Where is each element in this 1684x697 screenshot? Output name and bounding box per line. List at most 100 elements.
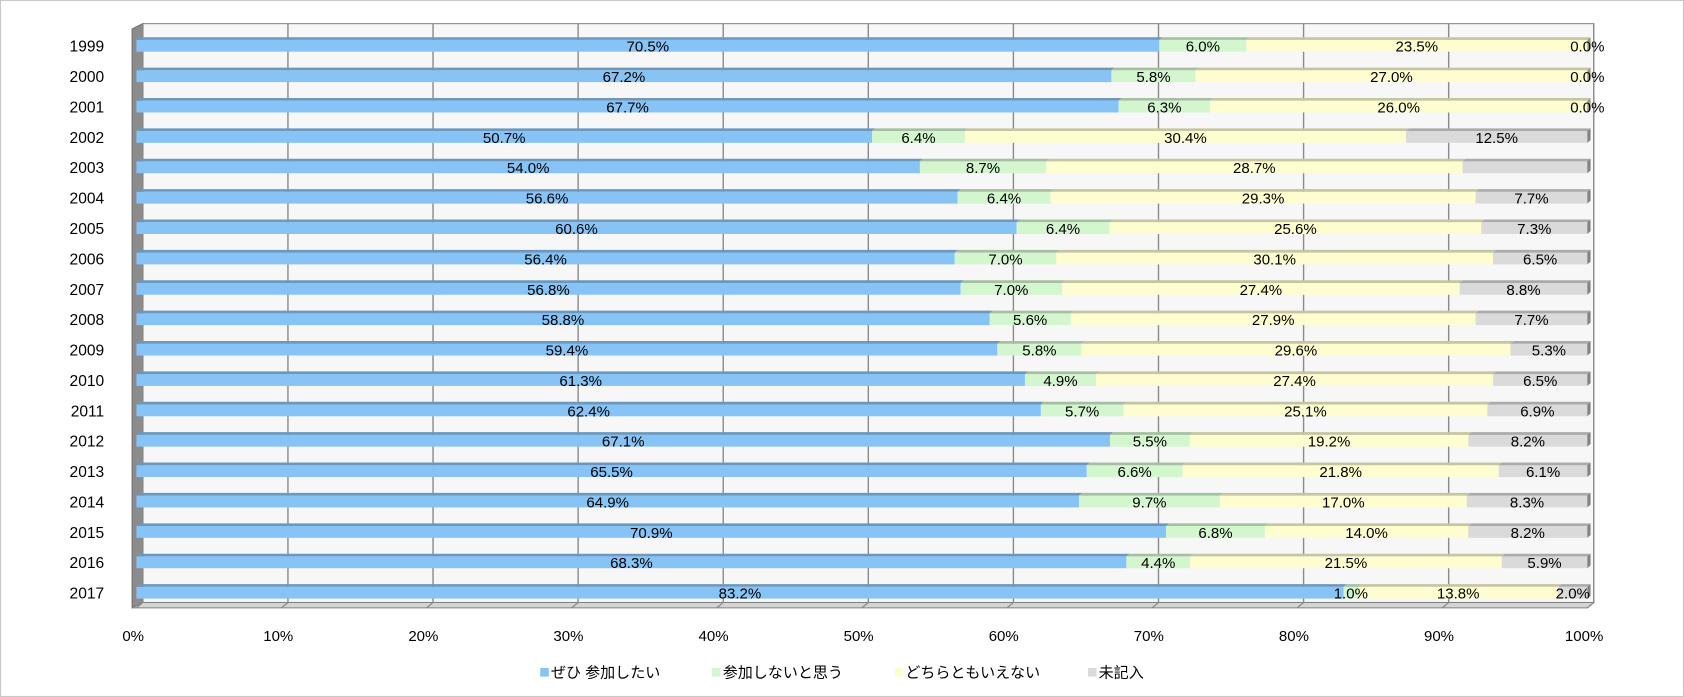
data-label-2013-0: 65.5% [590, 464, 633, 481]
bar-top-2009-1 [997, 341, 1085, 344]
bar-end-2004 [1587, 189, 1591, 204]
legend-label: ぜひ 参加したい [551, 665, 660, 682]
bar-segment-2009-2 [1081, 343, 1511, 356]
bar-top-2011-3 [1487, 401, 1591, 405]
bar-top-2003-3 [1462, 158, 1591, 162]
data-label-2003-2: 28.7% [1233, 160, 1276, 177]
data-label-2008-1: 5.6% [1013, 312, 1047, 329]
floor-gridline [861, 602, 869, 609]
data-label-2016-0: 68.3% [610, 555, 653, 572]
data-label-2003-0: 54.0% [507, 160, 550, 177]
bar-segment-2014-3 [1466, 495, 1588, 508]
bar-segment-2009-0 [136, 343, 998, 356]
legend-label: どちらともいえない [905, 665, 1040, 682]
x-tick-label-5: 50% [844, 628, 874, 645]
data-label-2004-1: 6.4% [987, 191, 1021, 208]
data-label-2006-2: 30.1% [1253, 251, 1296, 268]
category-label-2012: 2012 [70, 434, 105, 451]
bar-top-2004-3 [1475, 189, 1591, 192]
x-tick-label-1: 10% [263, 628, 293, 645]
bar-end-2013 [1587, 462, 1591, 478]
bar-end-2008 [1587, 310, 1591, 326]
floor-gridline [136, 602, 144, 609]
bar-top-2011-2 [1123, 401, 1491, 405]
floor-gridline [1296, 602, 1304, 609]
category-label-2016: 2016 [70, 555, 105, 572]
data-label-2001-2: 26.0% [1377, 99, 1420, 116]
bar-segment-2016-0 [136, 556, 1127, 569]
data-label-2011-1: 5.7% [1065, 403, 1099, 420]
bar-top-2005-0 [136, 219, 1020, 223]
bar-top-2010-0 [136, 371, 1029, 375]
bar-top-2017-1 [1343, 584, 1362, 587]
bar-segment-2000-0 [136, 70, 1112, 83]
bar-end-2009 [1587, 341, 1591, 356]
data-labels: 70.5% 6.0% 23.5% 0.0% 67.2% 5.8% 27.0% 0.0% 67.7… [483, 39, 1605, 603]
data-label-2016-2: 21.5% [1325, 555, 1368, 572]
bar-segment-2016-1 [1126, 556, 1191, 569]
bar-top-2016-0 [136, 553, 1130, 557]
bar-top-2013-0 [136, 462, 1090, 466]
data-label-1999-0: 70.5% [627, 39, 670, 56]
x-tick-label-4: 40% [699, 628, 729, 645]
x-tick-label-10: 100% [1565, 628, 1603, 645]
bar-segment-2016-2 [1190, 556, 1502, 569]
data-label-2000-3: 0.0% [1570, 69, 1604, 86]
bar-segment-2010-0 [136, 374, 1025, 386]
data-label-2013-1: 6.6% [1118, 464, 1152, 481]
data-label-2001-0: 67.7% [606, 99, 649, 116]
bar-segment-2007-0 [136, 282, 961, 295]
bar-top-2011-1 [1040, 401, 1127, 405]
bar-top-1999-1 [1159, 37, 1250, 40]
bar-top-2009-0 [136, 341, 1001, 344]
data-label-2012-0: 67.1% [602, 434, 645, 451]
data-label-2003-1: 8.7% [966, 160, 1000, 177]
bar-top-2002-2 [964, 128, 1410, 132]
data-label-2007-0: 56.8% [527, 282, 570, 299]
data-label-2009-0: 59.4% [546, 343, 589, 360]
bar-segment-2014-1 [1078, 495, 1220, 508]
category-label-2013: 2013 [70, 464, 105, 481]
data-label-2015-2: 14.0% [1345, 525, 1388, 542]
bar-segment-2013-0 [136, 465, 1087, 478]
bar-segment-2004-0 [136, 191, 958, 204]
bar-segment-2012-3 [1468, 434, 1588, 447]
data-label-2006-0: 56.4% [524, 251, 567, 268]
bar-segment-2015-1 [1166, 526, 1265, 538]
data-label-2002-2: 30.4% [1164, 130, 1207, 147]
bar-segment-2017-1 [1343, 586, 1359, 599]
bar-segment-2008-1 [989, 313, 1071, 326]
bar-top-2000-1 [1111, 67, 1199, 71]
bar-segment-2005-2 [1109, 222, 1482, 234]
data-label-2012-2: 19.2% [1308, 434, 1351, 451]
bar-top-2006-3 [1493, 249, 1591, 253]
data-label-2011-0: 62.4% [567, 403, 610, 420]
bar-end-2016 [1587, 553, 1591, 569]
data-label-2002-0: 50.7% [483, 130, 526, 147]
data-label-2005-3: 7.3% [1517, 221, 1551, 238]
data-label-2006-3: 6.5% [1523, 251, 1557, 268]
x-tick-label-0: 0% [122, 628, 144, 645]
bar-segment-2001-2 [1210, 100, 1588, 113]
data-label-2015-0: 70.9% [630, 525, 673, 542]
bar-top-2013-3 [1498, 462, 1591, 466]
bar-segment-2016-3 [1501, 556, 1588, 569]
bar-top-2003-2 [1046, 158, 1466, 162]
data-label-2004-0: 56.6% [526, 191, 569, 208]
data-label-2014-0: 64.9% [586, 494, 629, 511]
data-label-2013-3: 6.1% [1526, 464, 1560, 481]
data-label-2000-0: 67.2% [603, 69, 646, 86]
data-label-2008-3: 7.7% [1514, 312, 1548, 329]
bar-top-2005-1 [1016, 219, 1113, 223]
floor-gridline [426, 602, 434, 609]
data-label-2007-3: 8.8% [1506, 282, 1540, 299]
data-label-2010-0: 61.3% [559, 373, 602, 390]
bar-segment-2000-1 [1111, 70, 1196, 83]
bar-top-2004-0 [136, 189, 961, 192]
bar-segment-2007-1 [960, 282, 1063, 295]
bar-segment-2017-0 [136, 586, 1344, 599]
bar-top-2017-2 [1358, 584, 1562, 587]
bar-top-2001-1 [1118, 97, 1214, 101]
bar-segment-2017-3 [1558, 586, 1588, 599]
